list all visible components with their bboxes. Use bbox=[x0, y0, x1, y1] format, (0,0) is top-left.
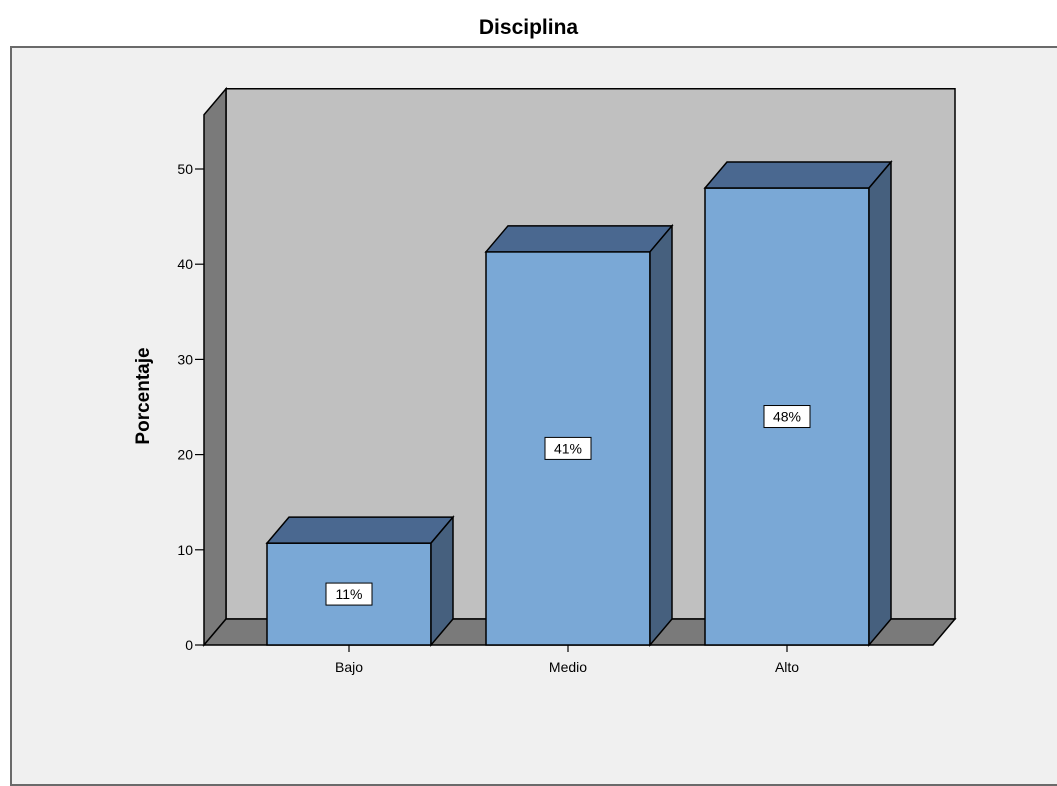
bar-top bbox=[484, 225, 674, 253]
y-axis-label: Porcentaje bbox=[133, 347, 154, 445]
x-tick-label: Alto bbox=[775, 659, 799, 675]
bar-top bbox=[703, 161, 893, 189]
y-tick-label: 40 bbox=[177, 256, 193, 272]
data-label-box bbox=[544, 436, 592, 460]
bar-side bbox=[868, 159, 892, 648]
data-label: 48% bbox=[773, 409, 801, 425]
bar-top bbox=[265, 516, 455, 544]
data-label-box bbox=[325, 582, 373, 606]
y-tick-label: 30 bbox=[177, 351, 193, 367]
x-tick-label: Medio bbox=[549, 659, 587, 675]
side-wall bbox=[203, 86, 227, 648]
x-tick-label: Bajo bbox=[335, 659, 363, 675]
bar-side bbox=[649, 223, 673, 648]
bar-side bbox=[430, 515, 454, 648]
data-label: 41% bbox=[554, 440, 582, 456]
y-tick-label: 0 bbox=[185, 637, 193, 653]
chart-title: Disciplina bbox=[478, 16, 579, 39]
data-label-box bbox=[763, 405, 811, 429]
y-tick-label: 20 bbox=[177, 447, 193, 463]
y-tick-label: 10 bbox=[177, 542, 193, 558]
y-tick-label: 50 bbox=[177, 161, 193, 177]
data-label: 11% bbox=[336, 586, 363, 602]
